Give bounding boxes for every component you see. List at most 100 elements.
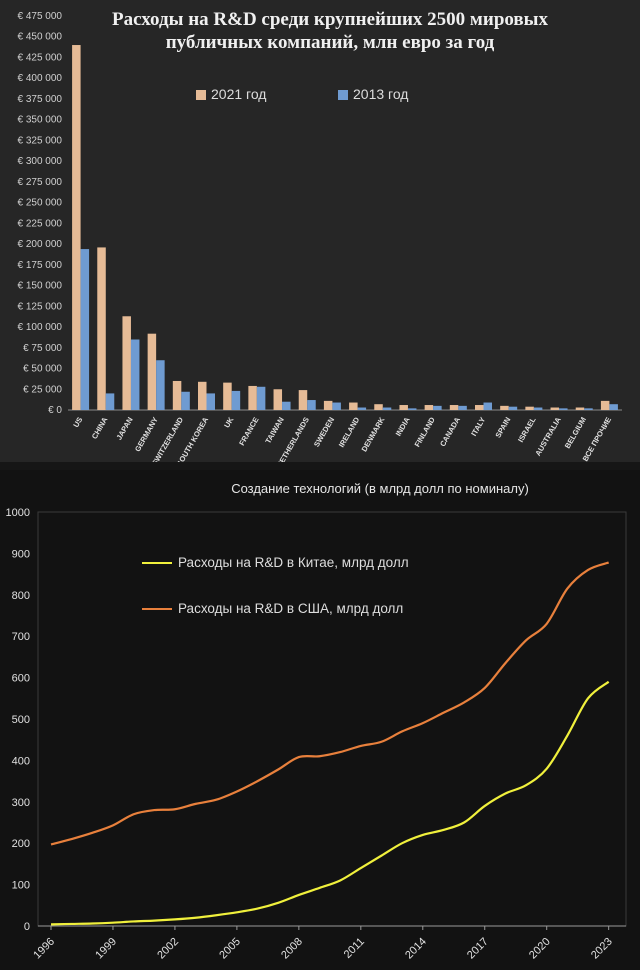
bar-2021 xyxy=(449,405,459,410)
y-tick-label: € 400 000 xyxy=(18,73,63,84)
y-tick-label: € 350 000 xyxy=(18,115,63,126)
y-tick-label: 600 xyxy=(12,673,30,685)
bar-2013 xyxy=(609,404,618,410)
legend-item-china: Расходы на R&D в Китае, млрд долл xyxy=(142,555,409,570)
legend-line-china xyxy=(142,562,172,565)
bar-2013 xyxy=(508,406,518,410)
bar-2021 xyxy=(550,407,560,410)
bar-2021 xyxy=(600,400,610,410)
bar-2013 xyxy=(332,402,341,410)
x-tick-label: DENMARK xyxy=(360,415,387,453)
x-tick-label: FRANCE xyxy=(237,416,260,448)
bar-chart-panel: Расходы на R&D среди крупнейших 2500 мир… xyxy=(0,0,640,462)
y-tick-label: 200 xyxy=(12,838,30,850)
x-tick-label: 2008 xyxy=(279,936,305,962)
bar-2013 xyxy=(80,249,90,410)
bar-2013 xyxy=(181,391,190,410)
y-tick-label: 400 xyxy=(12,755,30,767)
x-tick-label: 2014 xyxy=(403,936,429,962)
y-tick-label: € 300 000 xyxy=(18,156,63,167)
bar-2013 xyxy=(458,405,467,410)
y-tick-label: € 125 000 xyxy=(18,301,63,312)
x-tick-label: UK xyxy=(222,415,236,429)
bar-2021 xyxy=(323,400,333,410)
y-tick-label: € 200 000 xyxy=(18,239,63,250)
bar-2013 xyxy=(206,393,215,410)
bar-2021 xyxy=(248,385,257,410)
bar-2013 xyxy=(282,401,291,410)
bar-2013 xyxy=(130,339,140,410)
line-chart-svg: 0 100 200 300 400 500 600 700 800 900 1000 1996 1999… xyxy=(6,507,627,962)
y-tick-label: 700 xyxy=(12,631,30,643)
legend-label-usa: Расходы на R&D в США, млрд долл xyxy=(178,601,404,616)
bar-2021 xyxy=(72,45,81,410)
x-tick-label: CHINA xyxy=(90,415,110,441)
x-tick-label: AUSTRALIA xyxy=(533,415,563,458)
legend-swatch-2013 xyxy=(338,90,348,101)
x-tick-label: 2005 xyxy=(217,936,243,962)
x-tick-label: US xyxy=(71,416,84,430)
x-tick-label: 2020 xyxy=(527,936,553,962)
x-tick-label: BELGIUM xyxy=(563,416,588,450)
y-tick-label: 500 xyxy=(12,714,30,726)
x-tick-label: 1996 xyxy=(31,936,57,962)
y-tick-label: € 375 000 xyxy=(18,94,63,105)
y-tick-label: 800 xyxy=(12,590,30,602)
y-tick-label: € 175 000 xyxy=(18,260,63,271)
bar-2021 xyxy=(475,405,484,410)
legend-label-china: Расходы на R&D в Китае, млрд долл xyxy=(178,555,409,570)
x-tick-label: JAPAN xyxy=(114,416,134,442)
plot-frame xyxy=(37,511,627,927)
bar-2013 xyxy=(483,402,492,410)
y-tick-label: € 225 000 xyxy=(18,218,63,229)
y-tick-label: € 250 000 xyxy=(18,198,63,209)
bar-2021 xyxy=(298,390,308,410)
bar-chart-svg: € 0 € 25 000 € 50 000 € 75 000 € 100 000 € 12… xyxy=(18,11,622,462)
y-tick-label: € 425 000 xyxy=(18,52,63,63)
legend-line-usa xyxy=(142,608,172,611)
legend-label-2021: 2021 год xyxy=(211,86,267,102)
bar-2013 xyxy=(231,390,241,410)
bar-2013 xyxy=(382,407,392,410)
bar-2013 xyxy=(559,408,568,410)
x-tick-label: 1999 xyxy=(93,936,119,962)
y-tick-label: 0 xyxy=(24,921,30,933)
legend-swatch-2021 xyxy=(196,90,206,101)
x-tick-label: 2002 xyxy=(155,936,181,962)
x-tick-label: TAIWAN xyxy=(263,416,285,446)
series-line-china xyxy=(50,680,610,926)
y-tick-label: 300 xyxy=(12,797,30,809)
bar-2013 xyxy=(256,386,266,410)
bar-2021 xyxy=(399,405,408,410)
bar-2013 xyxy=(156,360,165,410)
y-tick-label: 900 xyxy=(12,548,30,560)
legend-item-2021: 2021 год xyxy=(196,86,266,102)
legend-label-2013: 2013 год xyxy=(353,86,409,102)
bar-2021 xyxy=(575,407,585,410)
y-tick-label: 100 xyxy=(12,880,30,892)
y-tick-label: € 475 000 xyxy=(18,11,63,22)
y-tick-label: 1000 xyxy=(6,507,30,519)
x-tick-label: SWEDEN xyxy=(312,416,336,449)
y-tick-label: € 0 xyxy=(48,405,62,416)
x-tick-label: CANADA xyxy=(438,415,462,448)
bar-2013 xyxy=(105,393,115,410)
line-chart-panel: Создание технологий (в млрд долл по номи… xyxy=(0,470,640,970)
bar-2021 xyxy=(172,380,182,410)
bar-2021 xyxy=(500,405,509,410)
bar-2021 xyxy=(97,247,106,410)
legend-item-usa: Расходы на R&D в США, млрд долл xyxy=(142,601,404,616)
x-tick-label: INDIA xyxy=(394,415,412,438)
y-tick-label: € 150 000 xyxy=(18,281,63,292)
bar-2021 xyxy=(273,389,283,410)
x-tick-label: SPAIN xyxy=(493,416,512,440)
bar-2021 xyxy=(198,381,207,410)
bar-2021 xyxy=(223,382,232,410)
y-tick-label: € 25 000 xyxy=(23,384,62,395)
line-chart-title: Создание технологий (в млрд долл по номи… xyxy=(231,481,529,496)
bar-2013 xyxy=(357,407,367,410)
bar-2013 xyxy=(407,408,417,410)
y-tick-label: € 50 000 xyxy=(23,364,62,375)
x-tick-label: GERMANY xyxy=(133,416,160,454)
y-tick-label: € 100 000 xyxy=(18,322,63,333)
